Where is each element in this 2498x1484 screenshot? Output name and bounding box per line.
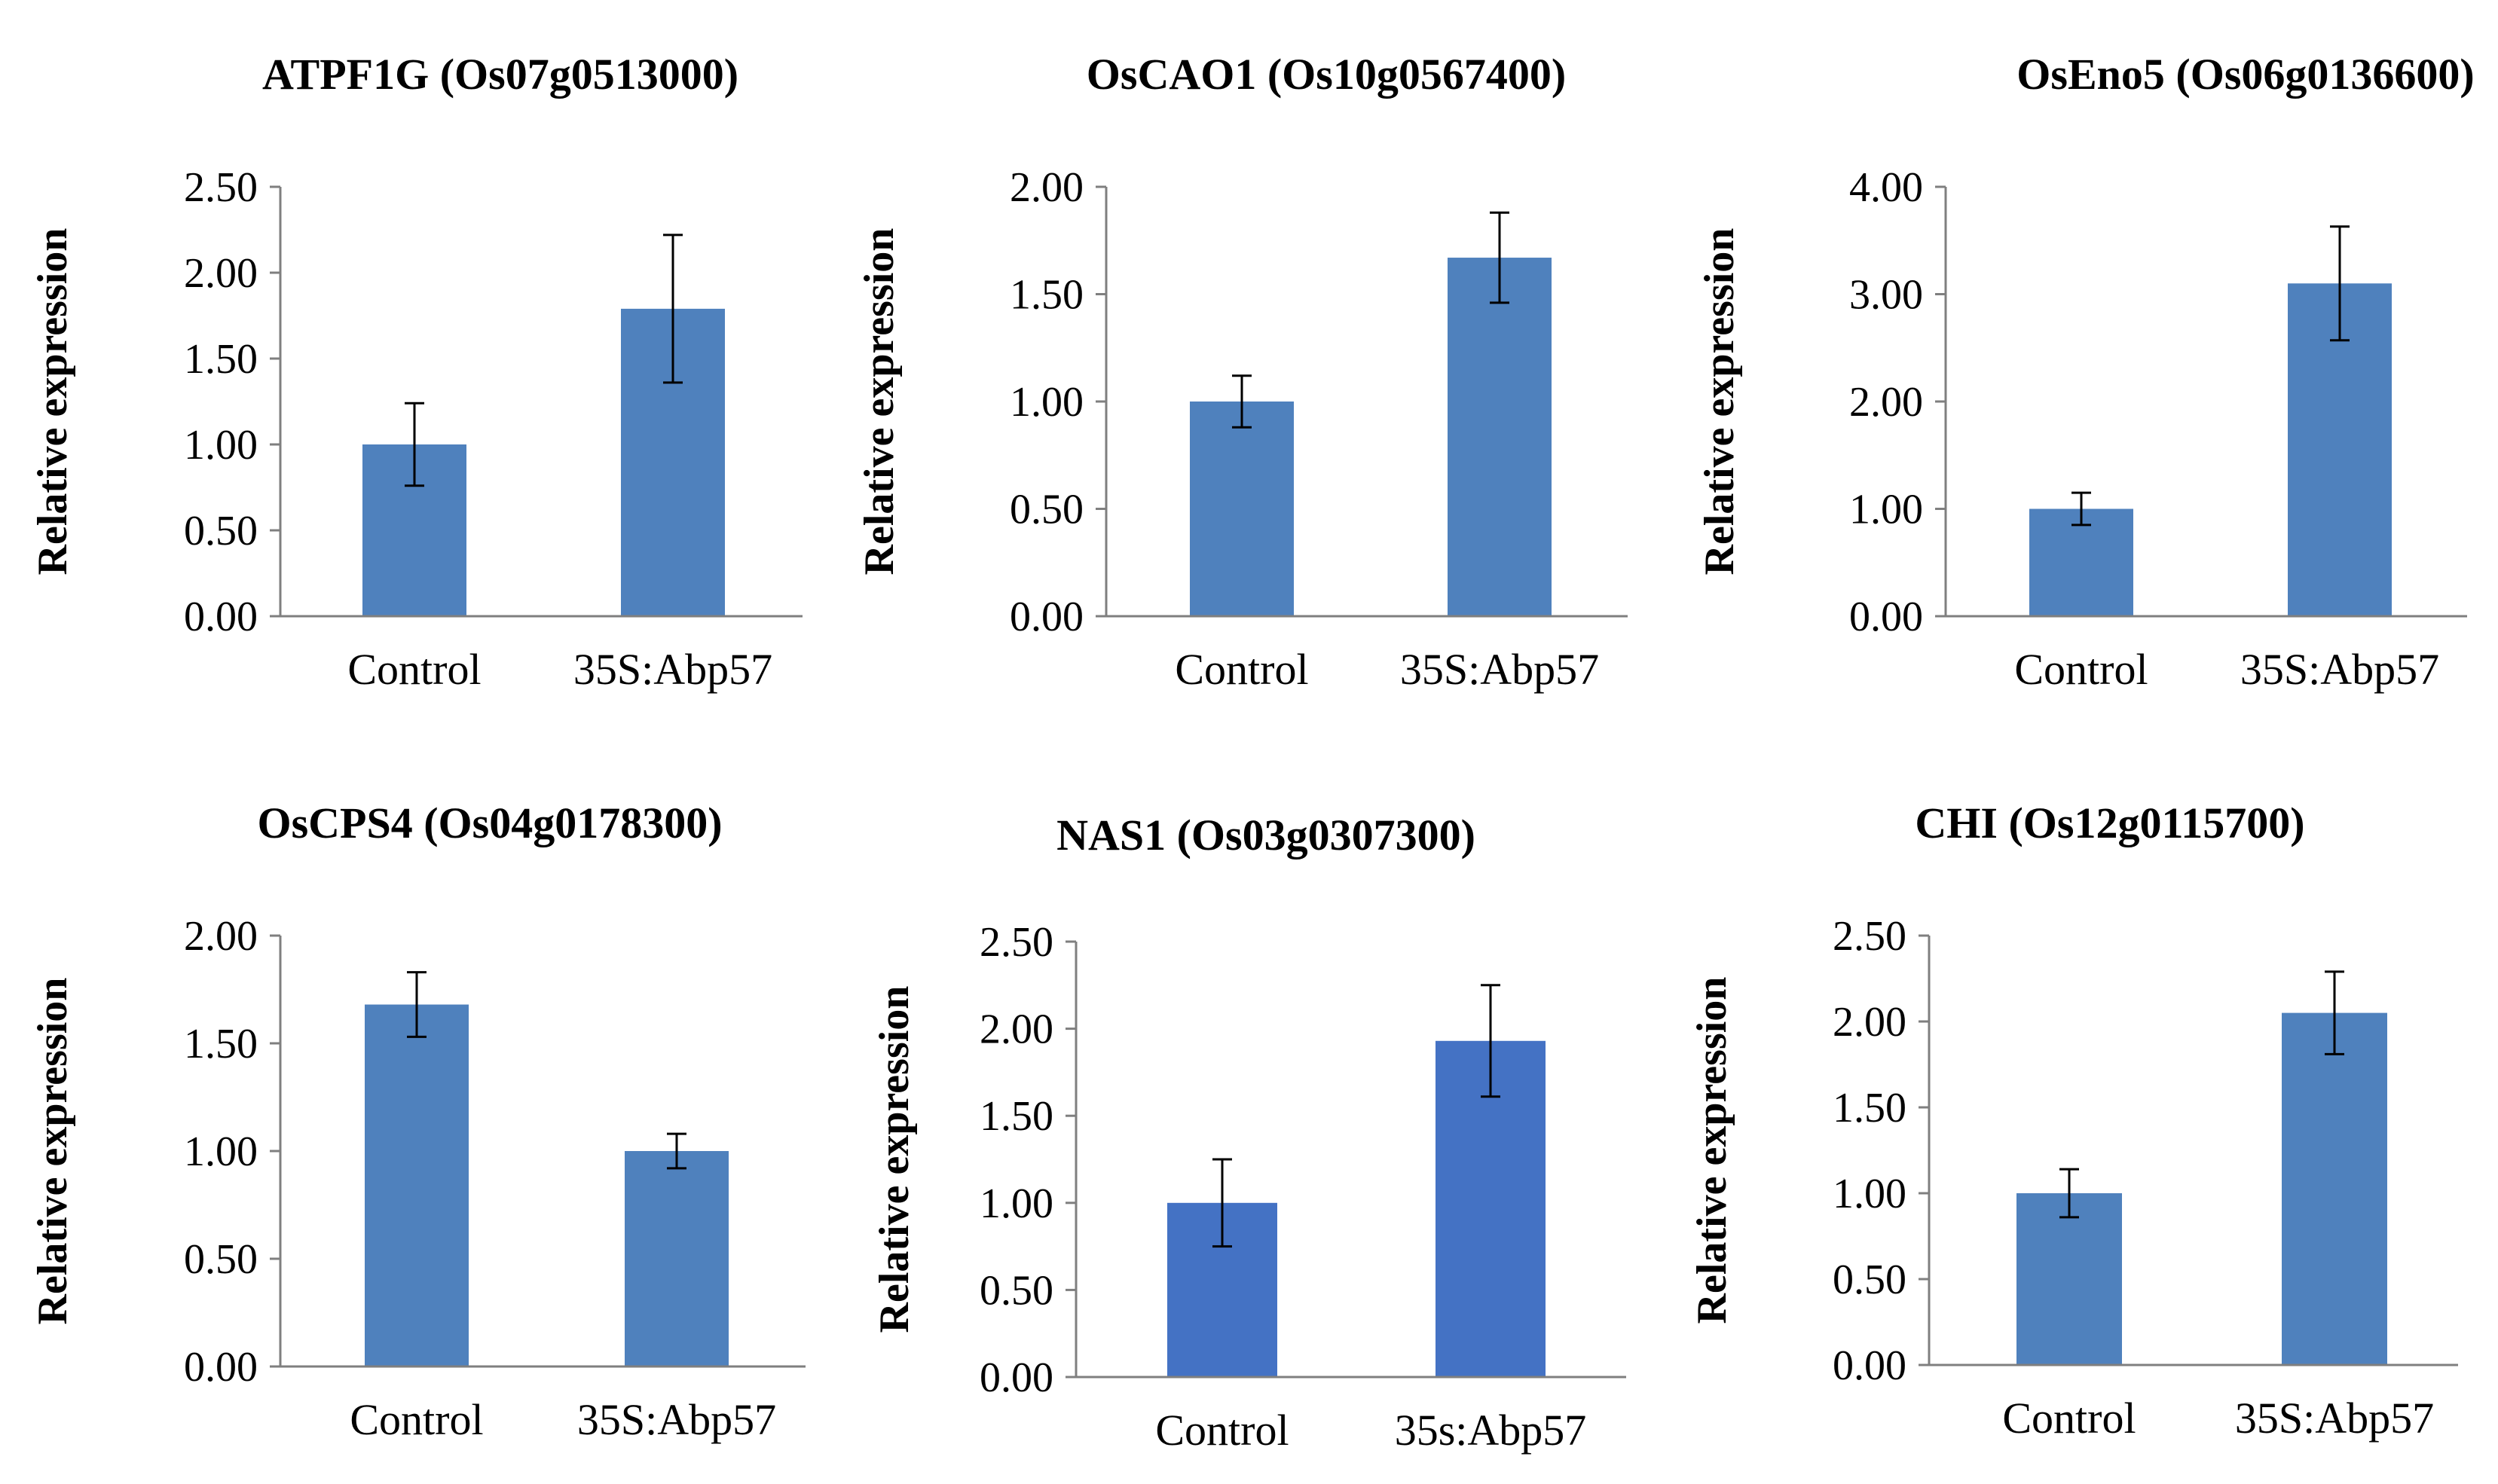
y-tick-label: 2.00: [184, 913, 258, 960]
x-category-label: 35S:Abp57: [573, 645, 772, 694]
y-tick-label: 1.50: [1833, 1085, 1906, 1131]
y-tick-label: 1.50: [1010, 272, 1084, 319]
bar: [2029, 508, 2133, 616]
chart-panel: OsCAO1 (Os10g0567400) Relative expression…: [856, 50, 1628, 694]
chart-title: CHI (Os12g0115700): [1915, 798, 2304, 847]
y-tick-label: 1.00: [184, 422, 258, 469]
x-category-label: 35S:Abp57: [1400, 645, 1599, 694]
y-tick-label: 2.00: [1833, 999, 1906, 1046]
y-tick-label: 2.50: [184, 164, 258, 211]
x-category-label: Control: [1175, 645, 1308, 694]
x-category-label: Control: [350, 1395, 483, 1444]
x-category-label: 35S:Abp57: [577, 1395, 776, 1444]
x-category-label: 35S:Abp57: [2235, 1394, 2434, 1443]
y-tick-label: 1.00: [1833, 1171, 1906, 1217]
x-category-label: Control: [347, 645, 481, 694]
y-tick-label: 0.50: [1833, 1257, 1906, 1303]
bar: [1448, 258, 1552, 616]
x-category-label: Control: [1155, 1406, 1289, 1455]
y-tick-label: 2.50: [980, 919, 1053, 966]
y-tick-label: 1.00: [184, 1128, 258, 1175]
y-tick-label: 0.50: [980, 1267, 1053, 1314]
y-axis-label: Relative expression: [1689, 977, 1735, 1324]
y-tick-label: 0.00: [184, 1344, 258, 1391]
x-category-label: Control: [2002, 1394, 2136, 1443]
bar: [1190, 402, 1294, 616]
y-tick-label: 1.50: [184, 1021, 258, 1067]
y-axis-label: Relative expression: [871, 986, 918, 1333]
chart-title: OsCPS4 (Os04g0178300): [257, 798, 722, 847]
chart-panel: ATPF1G (Os07g0513000) Relative expression…: [29, 50, 803, 694]
y-tick-label: 1.00: [1849, 487, 1923, 533]
y-tick-label: 2.00: [1010, 164, 1084, 211]
bar: [625, 1151, 729, 1366]
y-tick-label: 0.50: [184, 1236, 258, 1283]
y-tick-label: 0.00: [184, 594, 258, 640]
y-tick-label: 1.00: [1010, 379, 1084, 426]
y-axis-label: Relative expression: [1696, 228, 1743, 576]
y-axis-label: Relative expression: [856, 228, 903, 576]
x-category-label: 35S:Abp57: [2240, 645, 2439, 694]
chart-title: OsCAO1 (Os10g0567400): [1087, 50, 1566, 99]
y-tick-label: 1.00: [980, 1180, 1053, 1227]
y-tick-label: 2.00: [1849, 379, 1923, 426]
y-axis-label: Relative expression: [29, 978, 76, 1325]
chart-panel: CHI (Os12g0115700) Relative expression 0.0…: [1689, 798, 2458, 1443]
chart-panel: OsEno5 (Os06g0136600) Relative expression…: [1696, 50, 2475, 694]
y-tick-label: 0.00: [1849, 594, 1923, 640]
x-category-label: 35s:Abp57: [1395, 1406, 1587, 1455]
chart-panel: NAS1 (Os03g0307300) Relative expression 0.…: [871, 811, 1626, 1455]
chart-title: NAS1 (Os03g0307300): [1056, 811, 1475, 860]
y-tick-label: 2.50: [1833, 913, 1906, 960]
y-tick-label: 0.00: [980, 1354, 1053, 1401]
y-axis-label: Relative expression: [29, 228, 76, 576]
y-tick-label: 2.00: [980, 1006, 1053, 1053]
chart-title: ATPF1G (Os07g0513000): [262, 50, 738, 99]
chart-title: OsEno5 (Os06g0136600): [2016, 50, 2474, 99]
chart-panel: OsCPS4 (Os04g0178300) Relative expression…: [29, 798, 806, 1444]
bar: [2282, 1012, 2387, 1365]
y-tick-label: 1.50: [980, 1093, 1053, 1140]
y-tick-label: 0.50: [1010, 487, 1084, 533]
bar: [2016, 1193, 2122, 1365]
x-category-label: Control: [2014, 645, 2148, 694]
y-tick-label: 1.50: [184, 336, 258, 383]
y-tick-label: 0.50: [184, 508, 258, 554]
y-tick-label: 0.00: [1010, 594, 1084, 640]
y-tick-label: 4.00: [1849, 164, 1923, 211]
y-tick-label: 3.00: [1849, 272, 1923, 319]
y-tick-label: 0.00: [1833, 1342, 1906, 1389]
bar: [365, 1004, 469, 1366]
y-tick-label: 2.00: [184, 250, 258, 297]
